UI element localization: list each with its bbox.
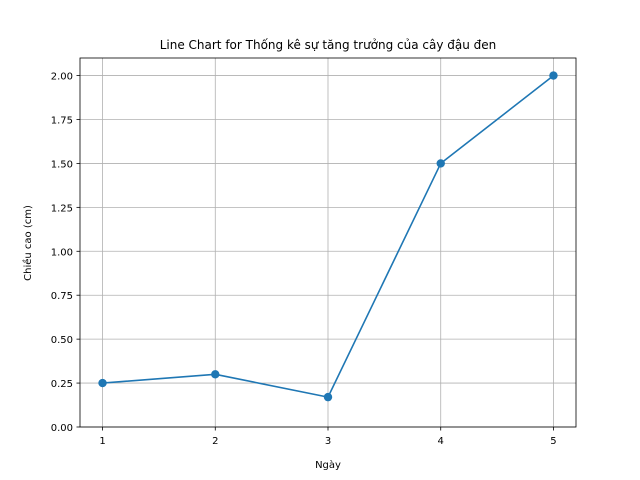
y-tick-label: 0.25 (51, 379, 73, 390)
data-point-marker (98, 378, 107, 388)
x-tick-label: 1 (99, 436, 105, 447)
x-tick-label: 2 (212, 436, 218, 447)
chart-title: Line Chart for Thống kê sự tăng trưởng c… (160, 38, 497, 52)
x-axis-label: Ngày (315, 459, 341, 471)
y-tick-label: 1.00 (51, 247, 73, 258)
data-point-marker (323, 392, 333, 402)
x-tick-label: 4 (438, 436, 444, 447)
data-point-marker (211, 370, 220, 379)
data-point-marker (436, 159, 445, 168)
data-point-marker (549, 71, 558, 80)
y-tick-label: 0.00 (51, 423, 73, 434)
y-tick-label: 0.50 (51, 335, 73, 346)
y-tick-label: 1.50 (51, 159, 73, 170)
y-tick-label: 2.00 (51, 72, 73, 83)
x-tick-label: 5 (550, 436, 556, 447)
x-tick-label: 3 (325, 436, 331, 447)
y-axis-label: Chiều cao (cm) (22, 205, 34, 281)
series-layer (98, 71, 558, 402)
y-tick-label: 1.75 (51, 116, 73, 127)
ticks-layer: 1 2 3 4 5 0.00 0.25 0.50 0.75 1.00 1.25 1.50 1.75 2.0… (51, 72, 557, 447)
y-tick-label: 0.75 (51, 291, 73, 302)
y-tick-label: 1.25 (51, 203, 73, 214)
